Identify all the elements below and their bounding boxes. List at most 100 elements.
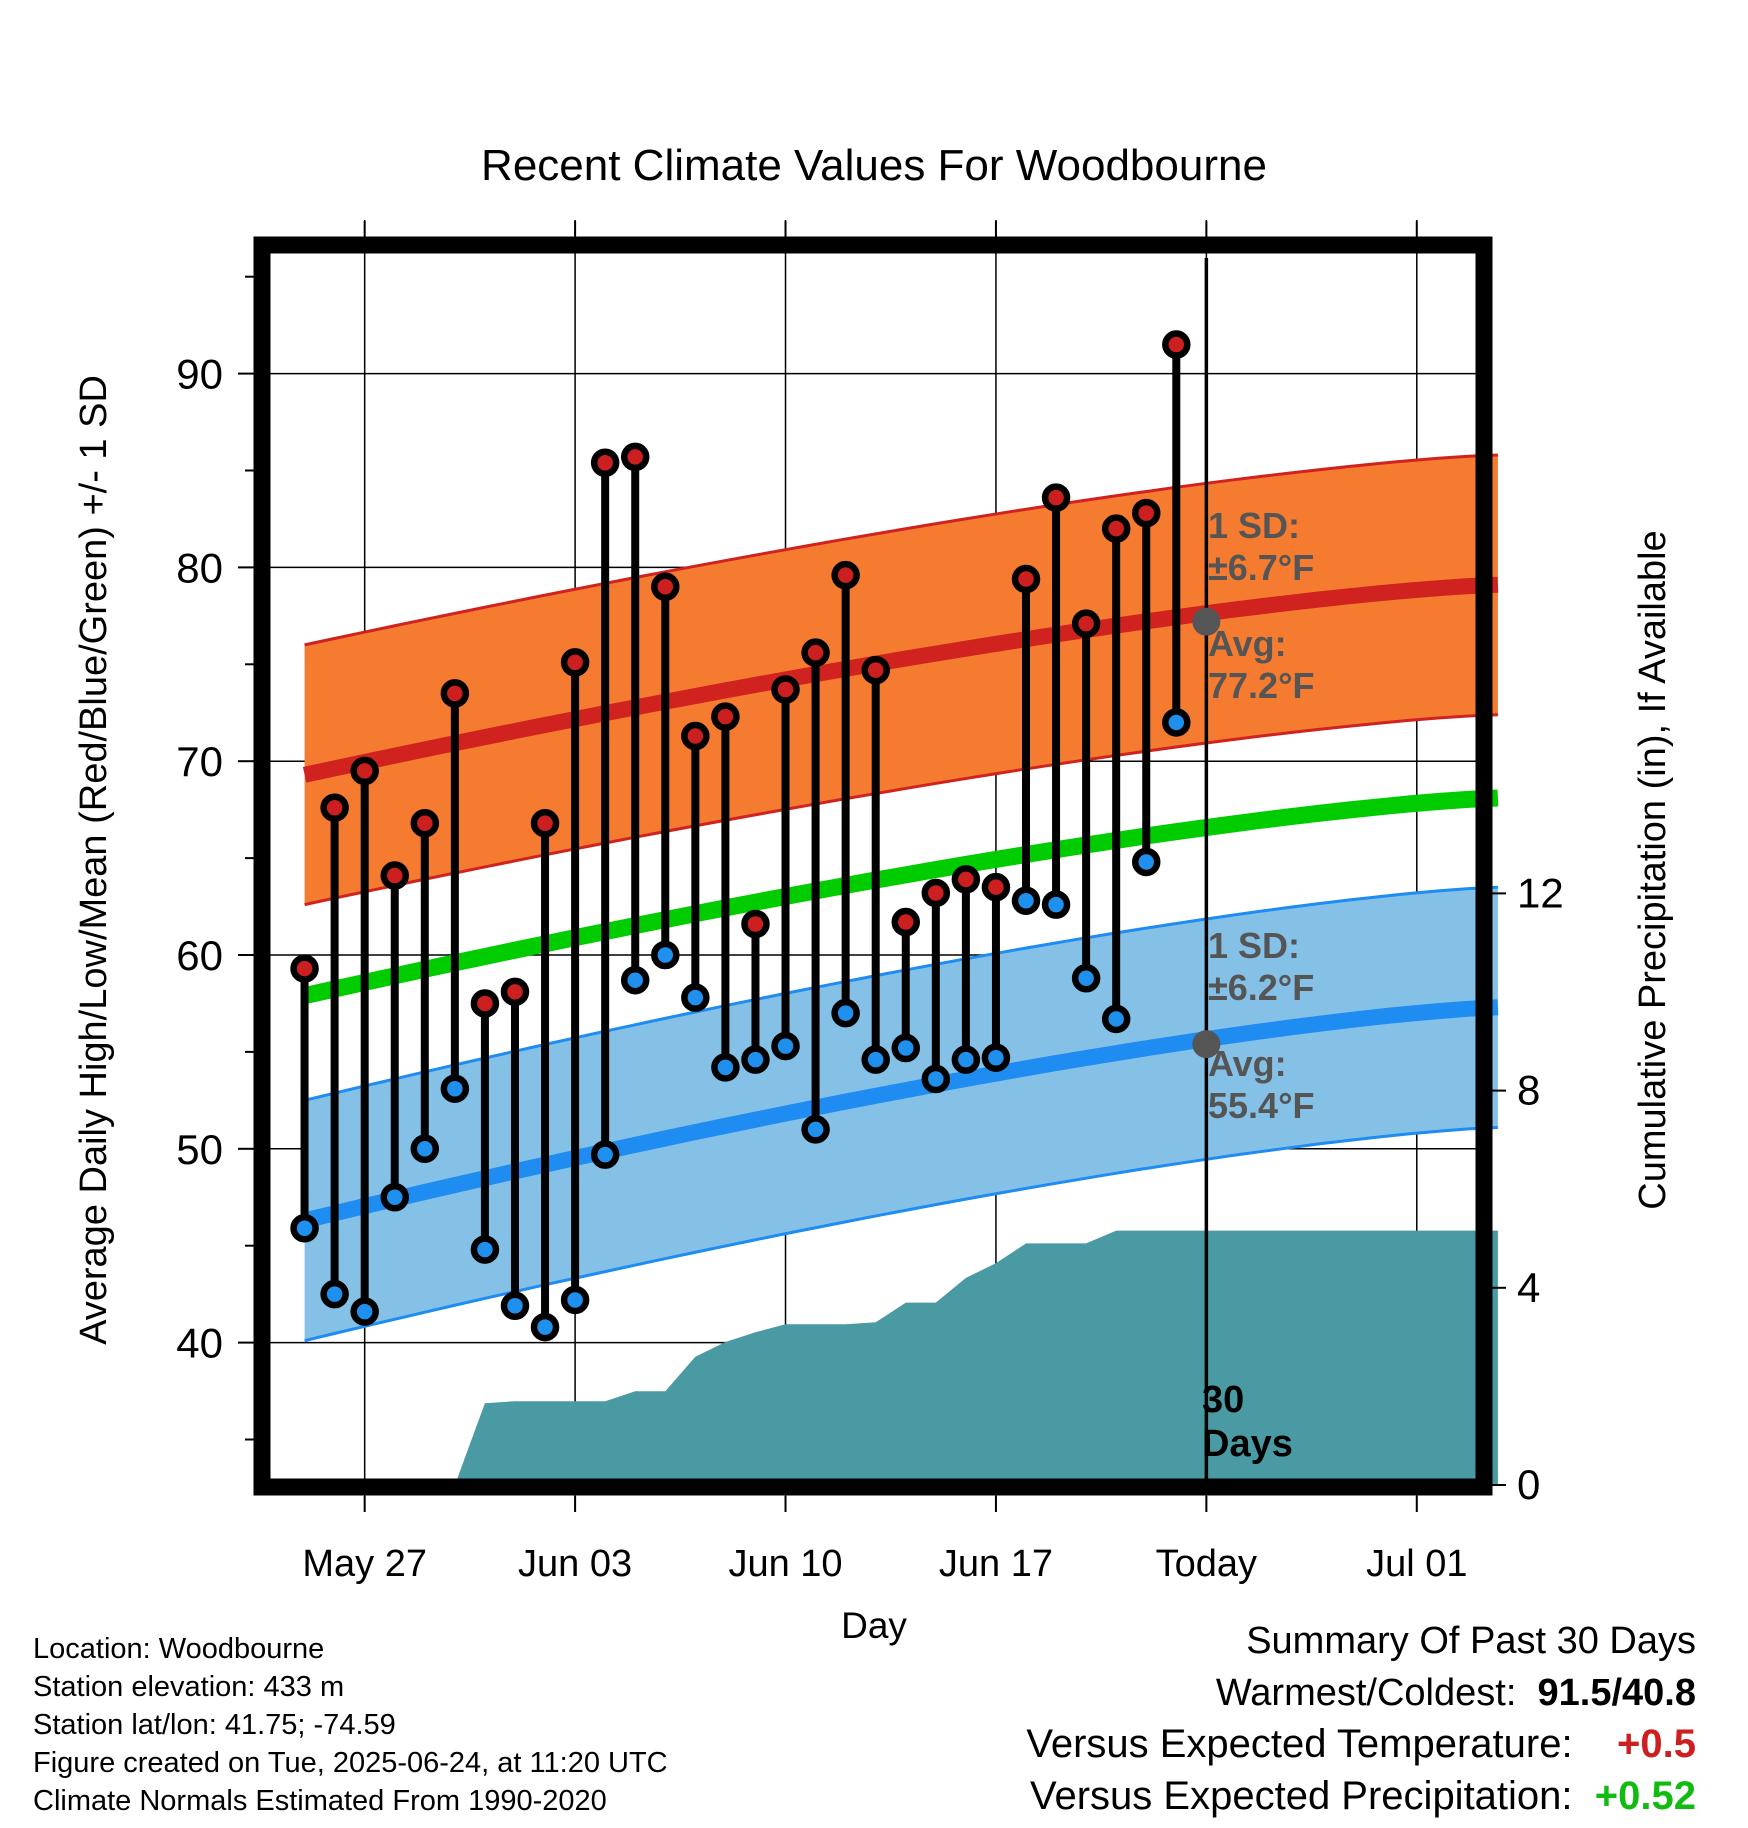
- low-avg-label: Avg:: [1208, 1043, 1287, 1084]
- y-tick-label-right: 8: [1517, 1067, 1540, 1114]
- high-sd-label: 1 SD:: [1208, 505, 1300, 546]
- daily-low-point: [651, 940, 680, 970]
- high-sd-value: ±6.7°F: [1208, 547, 1314, 588]
- warm-cold-value: 91.5/40.8: [1537, 1672, 1696, 1714]
- daily-high-point: [500, 977, 530, 1007]
- daily-high-point: [620, 442, 650, 472]
- y-tick-label-left: 60: [176, 932, 223, 979]
- normal-low-line: [302, 999, 1499, 1229]
- daily-high-point: [320, 793, 349, 822]
- daily-low-point: [350, 1297, 379, 1326]
- y-tick-label-left: 50: [176, 1126, 223, 1173]
- precip-value: +0.52: [1594, 1774, 1696, 1818]
- low-sd-lower-edge: [304, 1126, 1498, 1343]
- warm-cold-label: Warmest/Coldest:: [1215, 1672, 1517, 1714]
- daily-high-point: [590, 448, 620, 477]
- y-tick-label-right: 12: [1517, 869, 1564, 916]
- summary-warm-cold: Warmest/Coldest: 91.5/40.8: [1216, 1672, 1696, 1715]
- daily-high-point: [951, 865, 981, 894]
- y-tick-label-left: 70: [176, 738, 223, 785]
- daily-high-point: [981, 872, 1011, 902]
- daily-high-point: [1101, 514, 1131, 543]
- daily-low-point: [1071, 964, 1101, 993]
- days-annotation: 30 Days: [1202, 1379, 1293, 1465]
- x-tick-label: May 27: [302, 1543, 427, 1585]
- x-axis-label: Day: [841, 1605, 907, 1646]
- daily-low-point: [560, 1285, 590, 1315]
- x-tick-label: Jun 17: [939, 1543, 1053, 1585]
- daily-low-point: [380, 1183, 409, 1212]
- today-line: [1192, 258, 1221, 1487]
- precipitation-fill: [304, 1230, 1498, 1485]
- high-sd-band: [304, 455, 1498, 905]
- station-info: Location: Woodbourne Station elevation: …: [33, 1630, 668, 1820]
- daily-high-point: [470, 989, 500, 1018]
- normal-mean-line: [302, 789, 1499, 1004]
- high-avg-label: Avg:: [1208, 623, 1287, 664]
- daily-low-point: [771, 1031, 800, 1061]
- y-tick-label-right: 4: [1517, 1264, 1540, 1311]
- x-tick-label: Today: [1156, 1543, 1257, 1585]
- daily-low-point: [1131, 847, 1161, 877]
- axis-labels: 40 50 60 70 80 90 0 4 8 12 May 27 Jun 03 Jun 10 Jun 1…: [176, 351, 1563, 1585]
- daily-high-point: [410, 808, 440, 838]
- days-count: 30: [1202, 1379, 1244, 1421]
- daily-low-point: [410, 1134, 440, 1164]
- chart-title: Recent Climate Values For Woodbourne: [481, 141, 1267, 190]
- y-tick-label-right: 0: [1517, 1461, 1540, 1508]
- summary-temp: Versus Expected Temperature: +0.5: [1026, 1722, 1696, 1767]
- y-tick-label-left: 80: [176, 544, 223, 591]
- daily-low-point: [590, 1140, 620, 1169]
- temp-label: Versus Expected Temperature:: [1026, 1722, 1573, 1766]
- daily-high-point: [891, 907, 921, 937]
- daily-high-point: [741, 909, 770, 939]
- today-annotations: 1 SD: ±6.7°F Avg: 77.2°F 1 SD: ±6.2°F Av…: [1208, 505, 1314, 1126]
- precipitation-area: [304, 1230, 1498, 1485]
- daily-low-point: [500, 1291, 530, 1321]
- low-sd-value: ±6.2°F: [1208, 967, 1314, 1008]
- daily-low-point: [290, 1214, 319, 1243]
- temp-value: +0.5: [1617, 1722, 1696, 1766]
- high-sd-lower-edge: [304, 713, 1498, 907]
- latlon-text: Station lat/lon: 41.75; -74.59: [33, 1709, 396, 1741]
- daily-low-point: [1162, 708, 1191, 737]
- low-sd-band: [304, 887, 1498, 1341]
- created-text: Figure created on Tue, 2025-06-24, at 11…: [33, 1747, 668, 1779]
- daily-low-point: [921, 1064, 951, 1094]
- daily-high-point: [801, 638, 830, 667]
- daily-high-point: [651, 572, 680, 602]
- high-avg-value: 77.2°F: [1208, 665, 1314, 706]
- daily-high-point: [1131, 498, 1161, 528]
- daily-high-point: [921, 878, 951, 908]
- daily-low-point: [681, 983, 710, 1012]
- daily-high-point: [380, 861, 409, 890]
- elevation-text: Station elevation: 433 m: [33, 1671, 345, 1703]
- daily-low-point: [891, 1033, 921, 1063]
- y-tick-label-left: 40: [176, 1320, 223, 1367]
- daily-low-point: [1011, 886, 1041, 915]
- daily-high-point: [711, 702, 740, 731]
- x-tick-label: Jul 01: [1366, 1543, 1467, 1585]
- daily-low-point: [470, 1235, 500, 1264]
- low-sd-label: 1 SD:: [1208, 925, 1300, 966]
- axis-ticks: [238, 221, 1506, 1512]
- daily-high-point: [290, 954, 319, 983]
- daily-low-point: [831, 998, 860, 1028]
- daily-high-point: [1011, 564, 1041, 594]
- plot-frame: [253, 236, 1493, 1496]
- precip-label: Versus Expected Precipitation:: [1030, 1774, 1573, 1818]
- plot-border: [253, 236, 1493, 1496]
- daily-high-point: [861, 655, 890, 685]
- normal-high-line: [302, 576, 1499, 783]
- x-tick-label: Jun 03: [518, 1543, 632, 1585]
- location-text: Location: Woodbourne: [33, 1633, 325, 1665]
- daily-high-point: [440, 679, 470, 708]
- normals-text: Climate Normals Estimated From 1990-2020: [33, 1785, 607, 1817]
- y-tick-label-left: 90: [176, 351, 223, 398]
- daily-low-point: [711, 1053, 740, 1082]
- daily-high-point: [560, 648, 590, 677]
- daily-high-point: [1041, 483, 1071, 512]
- daily-high-point: [530, 808, 560, 838]
- y-axis-label-left: Average Daily High/Low/Mean (Red/Blue/Gr…: [73, 375, 115, 1345]
